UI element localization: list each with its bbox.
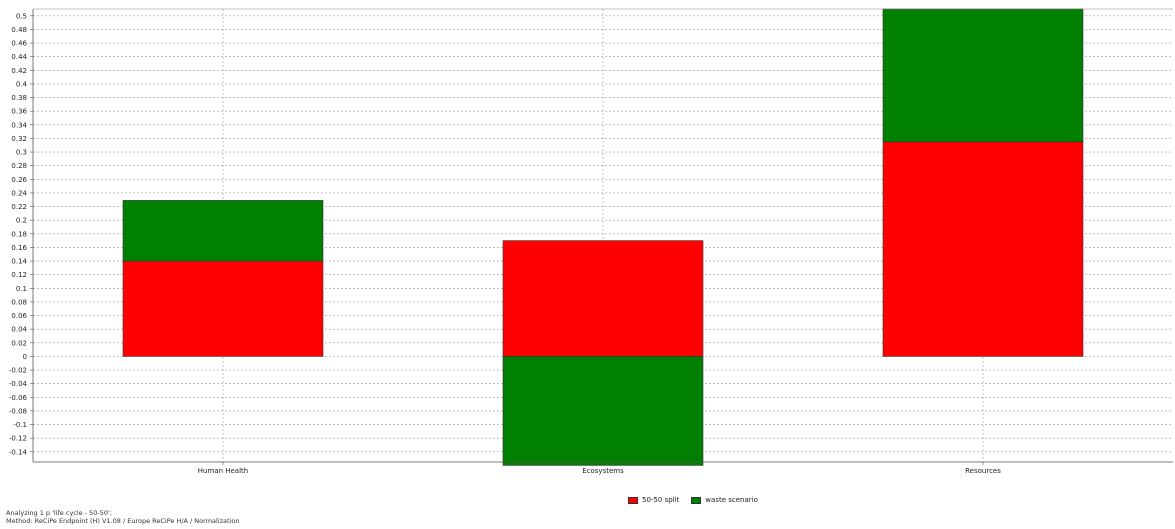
- bar-human-health-series-0: [122, 260, 324, 357]
- y-tick-label: 0.48: [11, 26, 27, 34]
- y-tick-label: 0.28: [11, 162, 27, 170]
- y-tick-label: 0.26: [11, 176, 27, 184]
- axes: [30, 8, 1173, 465]
- y-tick-label: 0.1: [16, 285, 27, 293]
- legend-swatch-green: [691, 496, 702, 504]
- y-tick-label: 0.44: [11, 53, 27, 61]
- y-tick-label: 0.5: [16, 12, 27, 20]
- y-tick-label: 0.36: [11, 108, 27, 116]
- y-tick-labels: 0.5 0.48 0.46 0.44 0.42 0.4 0.38 0.36 0.34 0.32 0.…: [9, 12, 28, 456]
- legend-item-series-0: 50-50 split: [628, 496, 679, 504]
- y-tick-label: 0.18: [11, 230, 27, 238]
- y-tick-label: 0.04: [11, 326, 27, 334]
- y-tick-label: -0.08: [9, 407, 27, 415]
- bars-group: [122, 8, 1084, 466]
- bar-resources-series-0: [882, 141, 1084, 357]
- y-tick-label: -0.04: [9, 380, 28, 388]
- y-tick-label: 0.14: [11, 258, 27, 266]
- legend-swatch-red: [628, 496, 638, 504]
- y-tick-label: 0.16: [11, 244, 27, 252]
- footer-line-analyzing: Analyzing 1 p 'life cycle - 50-50';: [6, 509, 113, 517]
- x-category-label: Human Health: [198, 467, 248, 475]
- y-tick-label: 0.12: [11, 271, 27, 279]
- bar-human-health-series-1: [122, 200, 324, 262]
- y-tick-label: 0: [23, 353, 27, 361]
- y-tick-label: 0.32: [11, 135, 27, 143]
- y-tick-label: 0.06: [11, 312, 27, 320]
- y-tick-label: 0.24: [11, 189, 27, 197]
- x-category-label: Resources: [965, 467, 1001, 475]
- y-tick-label: 0.46: [11, 40, 27, 48]
- legend-item-series-1: waste scenario: [691, 496, 758, 504]
- y-tick-label: -0.1: [13, 421, 27, 429]
- y-tick-label: 0.02: [11, 339, 27, 347]
- x-category-label: Ecosystems: [582, 467, 624, 475]
- method-footer: Analyzing 1 p 'life cycle - 50-50'; Meth…: [6, 509, 239, 525]
- legend-label-waste-scenario: waste scenario: [705, 496, 758, 504]
- bar-ecosystems-series-0: [502, 240, 704, 357]
- y-tick-label: 0.4: [16, 80, 28, 88]
- footer-line-method: Method: ReCiPe Endpoint (H) V1.08 / Euro…: [6, 517, 240, 525]
- y-tick-label: -0.06: [9, 394, 28, 402]
- y-tick-label: -0.02: [9, 367, 27, 375]
- y-tick-label: 0.34: [11, 121, 27, 129]
- y-tick-label: -0.12: [9, 435, 27, 443]
- bar-ecosystems-series-1: [502, 356, 704, 466]
- legend: 50-50 split waste scenario: [628, 496, 770, 504]
- bar-resources-series-1: [882, 8, 1084, 143]
- y-tick-label: 0.42: [11, 67, 27, 75]
- y-tick-label: 0.3: [16, 149, 27, 157]
- y-tick-label: -0.14: [9, 448, 28, 456]
- y-tick-label: 0.2: [16, 217, 27, 225]
- y-tick-label: 0.38: [11, 94, 27, 102]
- x-category-labels: Human Health Ecosystems Resources: [198, 467, 1001, 475]
- y-tick-label: 0.22: [11, 203, 27, 211]
- legend-label-50-50-split: 50-50 split: [642, 496, 680, 504]
- y-tick-label: 0.08: [11, 298, 27, 306]
